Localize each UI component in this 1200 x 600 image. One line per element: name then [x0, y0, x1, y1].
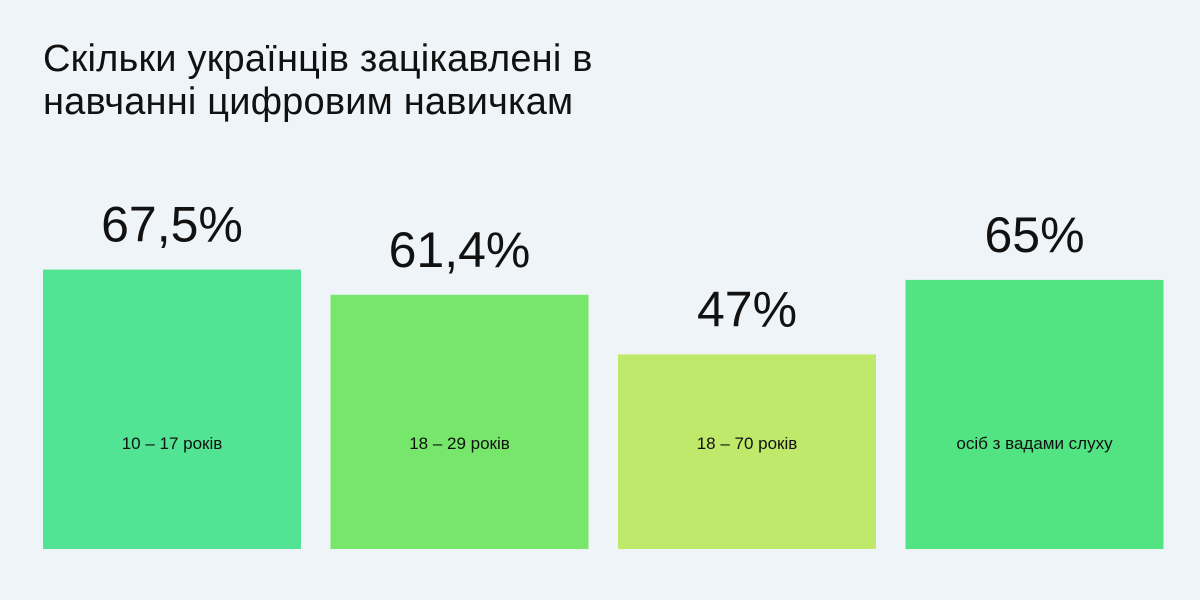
chart-title-line-1: Скільки українців зацікавлені в	[43, 38, 593, 80]
value-label-4: 65%	[984, 207, 1084, 263]
category-label-2: 18 – 29 років	[409, 434, 510, 453]
category-label-4: осіб з вадами слуху	[956, 434, 1113, 453]
bar-2	[330, 294, 589, 549]
bar-1	[43, 269, 301, 549]
value-label-2: 61,4%	[389, 222, 531, 278]
category-label-1: 10 – 17 років	[122, 434, 223, 453]
chart-title: Скільки українців зацікавлені в навчанні…	[43, 38, 1043, 124]
category-label-3: 18 – 70 років	[697, 434, 798, 453]
bar-3	[618, 354, 876, 549]
bars-group: 67,5% 10 – 17 років 61,4% 18 – 29 років 47% 1…	[43, 197, 1164, 549]
value-label-3: 47%	[697, 281, 797, 337]
bar-4	[905, 279, 1164, 549]
chart-title-line-2: навчанні цифровим навичкам	[43, 81, 574, 123]
value-label-1: 67,5%	[101, 197, 243, 253]
